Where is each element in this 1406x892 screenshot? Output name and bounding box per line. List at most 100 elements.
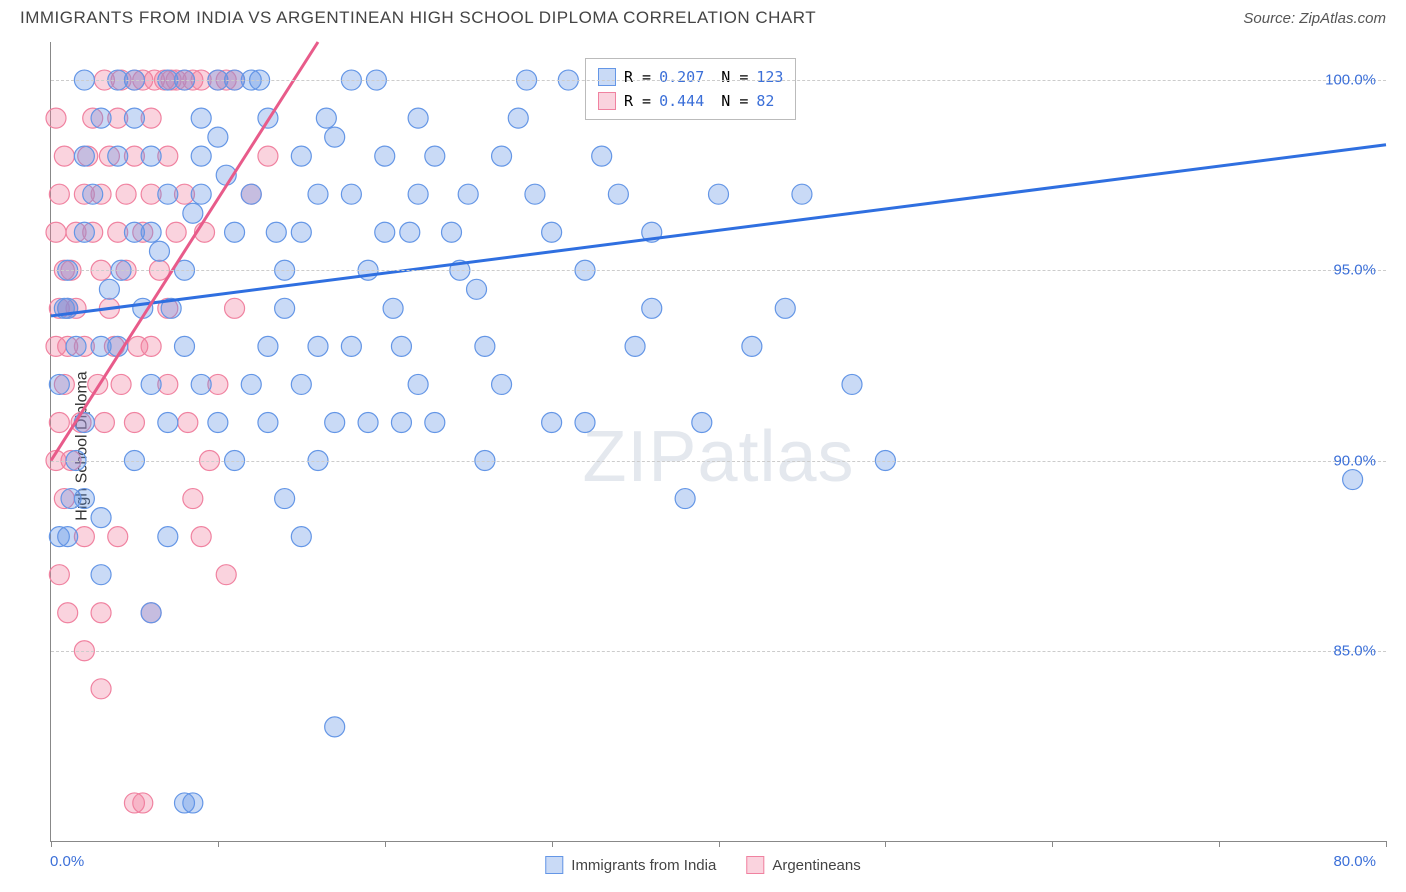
data-point bbox=[542, 222, 562, 242]
data-point bbox=[91, 603, 111, 623]
data-point bbox=[592, 146, 612, 166]
data-point bbox=[74, 412, 94, 432]
y-tick-label: 100.0% bbox=[1325, 72, 1376, 89]
data-point bbox=[58, 603, 78, 623]
data-point bbox=[458, 184, 478, 204]
data-point bbox=[191, 146, 211, 166]
data-point bbox=[508, 108, 528, 128]
x-tick bbox=[1219, 841, 1220, 847]
data-point bbox=[49, 565, 69, 585]
data-point bbox=[525, 184, 545, 204]
data-point bbox=[542, 412, 562, 432]
y-tick-label: 90.0% bbox=[1333, 452, 1376, 469]
data-point bbox=[291, 146, 311, 166]
data-point bbox=[391, 412, 411, 432]
data-point bbox=[91, 565, 111, 585]
source-label: Source: bbox=[1243, 10, 1295, 27]
legend-item-argentina: Argentineans bbox=[746, 856, 860, 874]
y-tick-label: 95.0% bbox=[1333, 262, 1376, 279]
r-label-2: R = bbox=[624, 89, 651, 113]
data-point bbox=[642, 298, 662, 318]
data-point bbox=[208, 127, 228, 147]
data-point bbox=[358, 412, 378, 432]
x-tick bbox=[719, 841, 720, 847]
data-point bbox=[308, 336, 328, 356]
data-point bbox=[46, 222, 66, 242]
data-point bbox=[141, 222, 161, 242]
data-point bbox=[291, 374, 311, 394]
data-point bbox=[74, 146, 94, 166]
data-point bbox=[49, 412, 69, 432]
scatter-chart: ZIPatlas R = 0.207 N = 123 R = 0.444 N =… bbox=[50, 42, 1386, 842]
data-point bbox=[608, 184, 628, 204]
data-point bbox=[225, 298, 245, 318]
data-point bbox=[191, 374, 211, 394]
data-point bbox=[475, 336, 495, 356]
data-point bbox=[225, 222, 245, 242]
data-point bbox=[325, 717, 345, 737]
data-point bbox=[709, 184, 729, 204]
data-point bbox=[124, 412, 144, 432]
data-point bbox=[325, 127, 345, 147]
data-point bbox=[108, 527, 128, 547]
data-point bbox=[375, 146, 395, 166]
data-point bbox=[291, 222, 311, 242]
data-point bbox=[91, 508, 111, 528]
data-point bbox=[291, 527, 311, 547]
data-point bbox=[49, 527, 69, 547]
data-point bbox=[792, 184, 812, 204]
data-point bbox=[258, 146, 278, 166]
data-point bbox=[191, 108, 211, 128]
legend-swatch-india-icon bbox=[545, 856, 563, 874]
data-point bbox=[46, 108, 66, 128]
data-point bbox=[111, 374, 131, 394]
data-point bbox=[258, 412, 278, 432]
data-point bbox=[425, 146, 445, 166]
data-point bbox=[46, 336, 66, 356]
data-point bbox=[49, 374, 69, 394]
data-point bbox=[492, 146, 512, 166]
data-point bbox=[675, 489, 695, 509]
data-point bbox=[83, 184, 103, 204]
data-point bbox=[91, 679, 111, 699]
x-tick bbox=[885, 841, 886, 847]
gridline bbox=[51, 80, 1386, 81]
data-point bbox=[625, 336, 645, 356]
data-point bbox=[842, 374, 862, 394]
data-point bbox=[341, 184, 361, 204]
data-point bbox=[467, 279, 487, 299]
data-point bbox=[183, 489, 203, 509]
data-point bbox=[54, 146, 74, 166]
data-point bbox=[400, 222, 420, 242]
trend-line bbox=[51, 42, 318, 461]
x-tick bbox=[552, 841, 553, 847]
x-tick-min: 0.0% bbox=[50, 853, 84, 870]
data-point bbox=[316, 108, 336, 128]
data-point bbox=[124, 108, 144, 128]
r-label: R = bbox=[624, 65, 651, 89]
data-point bbox=[94, 412, 114, 432]
data-point bbox=[175, 336, 195, 356]
data-point bbox=[742, 336, 762, 356]
data-point bbox=[149, 241, 169, 261]
data-point bbox=[275, 489, 295, 509]
data-point bbox=[166, 222, 186, 242]
source-value: ZipAtlas.com bbox=[1299, 10, 1386, 27]
data-point bbox=[141, 603, 161, 623]
data-point bbox=[141, 374, 161, 394]
data-point bbox=[258, 336, 278, 356]
x-tick bbox=[385, 841, 386, 847]
data-point bbox=[408, 184, 428, 204]
data-point bbox=[216, 565, 236, 585]
y-tick-label: 85.0% bbox=[1333, 642, 1376, 659]
data-point bbox=[74, 489, 94, 509]
data-point bbox=[183, 793, 203, 813]
trend-line bbox=[51, 145, 1386, 316]
data-point bbox=[408, 374, 428, 394]
data-point bbox=[442, 222, 462, 242]
data-point bbox=[183, 203, 203, 223]
data-point bbox=[158, 527, 178, 547]
stats-row-india: R = 0.207 N = 123 bbox=[598, 65, 783, 89]
x-tick bbox=[1386, 841, 1387, 847]
data-point bbox=[158, 184, 178, 204]
